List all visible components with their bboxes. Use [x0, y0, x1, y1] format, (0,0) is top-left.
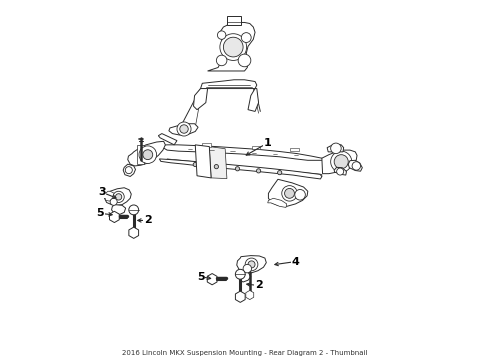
Circle shape — [180, 125, 188, 133]
Polygon shape — [251, 146, 260, 149]
Circle shape — [330, 143, 341, 154]
Circle shape — [247, 261, 255, 268]
Circle shape — [217, 31, 225, 39]
Polygon shape — [111, 204, 125, 215]
Text: 1: 1 — [246, 138, 271, 155]
Circle shape — [142, 150, 152, 159]
Polygon shape — [226, 17, 241, 25]
Polygon shape — [104, 191, 114, 201]
Text: 5: 5 — [196, 272, 210, 282]
Polygon shape — [123, 164, 135, 176]
Circle shape — [139, 146, 156, 163]
Polygon shape — [268, 179, 307, 206]
Text: 5: 5 — [96, 208, 112, 219]
Circle shape — [214, 165, 218, 169]
Polygon shape — [159, 159, 321, 179]
Polygon shape — [202, 143, 211, 147]
Circle shape — [241, 33, 251, 42]
Polygon shape — [159, 145, 323, 160]
Polygon shape — [127, 141, 165, 166]
Circle shape — [177, 122, 191, 136]
Polygon shape — [347, 160, 362, 171]
Circle shape — [294, 189, 305, 200]
Circle shape — [330, 151, 351, 172]
Polygon shape — [167, 159, 321, 176]
Circle shape — [216, 55, 226, 66]
Circle shape — [113, 191, 124, 203]
Circle shape — [284, 188, 294, 198]
Circle shape — [110, 198, 117, 205]
Circle shape — [223, 37, 243, 57]
Circle shape — [336, 168, 343, 175]
Polygon shape — [200, 80, 256, 89]
Text: 3: 3 — [98, 187, 116, 198]
Text: 2: 2 — [138, 215, 151, 225]
Circle shape — [238, 54, 250, 67]
Polygon shape — [168, 124, 198, 135]
Circle shape — [281, 186, 297, 201]
Circle shape — [128, 205, 139, 215]
Polygon shape — [193, 89, 207, 110]
Polygon shape — [267, 198, 286, 207]
Circle shape — [243, 264, 251, 273]
Text: 2016 Lincoln MKX Suspension Mounting - Rear Diagram 2 - Thumbnail: 2016 Lincoln MKX Suspension Mounting - R… — [122, 350, 366, 356]
Polygon shape — [247, 89, 258, 112]
Text: 4: 4 — [274, 257, 299, 267]
Circle shape — [193, 162, 197, 167]
Polygon shape — [236, 256, 266, 273]
Polygon shape — [195, 145, 211, 178]
Polygon shape — [326, 144, 343, 152]
Circle shape — [277, 171, 281, 175]
Polygon shape — [333, 167, 346, 175]
Polygon shape — [289, 148, 298, 151]
Polygon shape — [137, 145, 144, 164]
Text: 2: 2 — [246, 280, 262, 291]
Polygon shape — [104, 188, 131, 205]
Circle shape — [220, 34, 246, 60]
Polygon shape — [158, 134, 177, 145]
Circle shape — [235, 269, 244, 279]
Polygon shape — [207, 22, 255, 71]
Circle shape — [235, 167, 239, 171]
Circle shape — [125, 167, 132, 174]
Circle shape — [244, 258, 257, 271]
Circle shape — [256, 169, 260, 173]
Circle shape — [115, 194, 122, 200]
Polygon shape — [321, 150, 356, 174]
Polygon shape — [238, 270, 250, 282]
Circle shape — [351, 162, 360, 170]
Polygon shape — [209, 147, 226, 179]
Circle shape — [333, 155, 347, 169]
